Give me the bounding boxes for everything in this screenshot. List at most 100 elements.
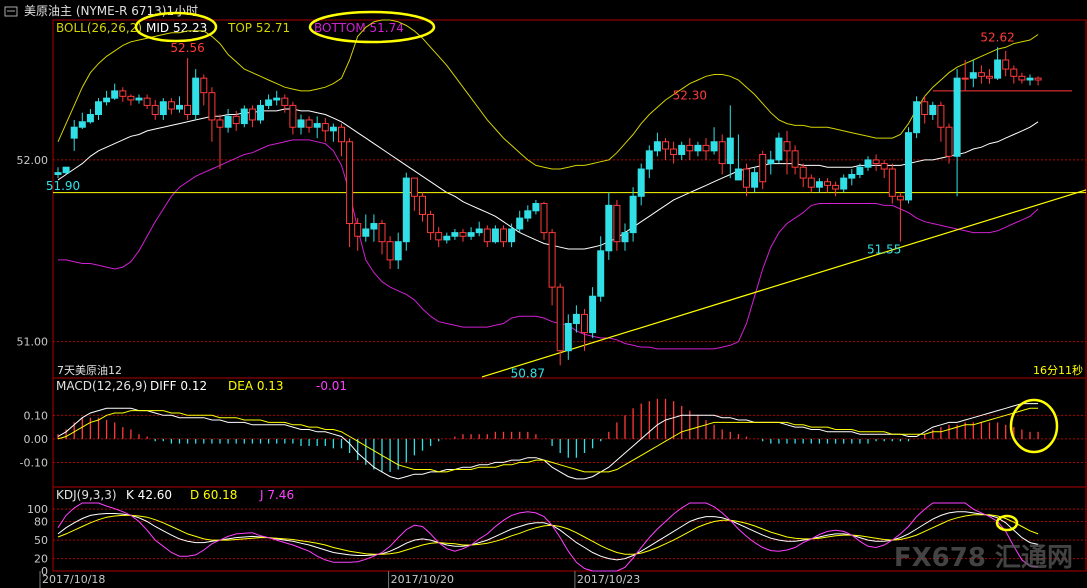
candle — [775, 132, 783, 164]
candle — [435, 227, 443, 248]
candle — [1026, 74, 1034, 86]
candle-body — [240, 108, 248, 125]
candle — [54, 167, 62, 179]
candle — [232, 110, 240, 131]
candle — [548, 228, 556, 306]
candle-body — [1018, 75, 1026, 81]
footer-contract: 7天美原油12 — [57, 363, 122, 377]
candle-body — [791, 150, 799, 168]
candle-body — [192, 77, 200, 115]
bollinger-bands — [57, 19, 1039, 350]
candle — [176, 96, 183, 113]
candle-body — [119, 90, 127, 97]
candle-body — [394, 241, 402, 261]
candle-body — [670, 148, 678, 155]
boll-top-line — [57, 19, 1039, 170]
candle — [305, 116, 313, 133]
candle — [524, 205, 532, 222]
candle-body — [86, 113, 94, 123]
candle — [419, 192, 426, 222]
candle — [313, 116, 321, 139]
highlight-kdj-cross — [995, 514, 1019, 532]
candle-body — [581, 313, 588, 334]
candle — [500, 225, 507, 248]
candle-body — [1002, 59, 1010, 70]
candle — [540, 201, 548, 240]
candle — [662, 138, 669, 160]
candle-body — [888, 168, 896, 197]
candle-body — [321, 123, 329, 132]
candle — [532, 199, 540, 215]
candle-body — [338, 126, 345, 143]
candle-body — [961, 77, 969, 80]
kdj-k-value: K 42.60 — [126, 488, 172, 502]
candle-body — [103, 97, 111, 103]
boll-mid-line — [57, 108, 1039, 250]
kdj-lines — [57, 502, 1039, 572]
candle — [726, 105, 734, 179]
price-annotation: 51.55 — [867, 243, 901, 257]
candle-body — [743, 168, 750, 188]
candle — [508, 223, 516, 248]
candle — [265, 94, 273, 110]
price-annotation: 51.90 — [46, 179, 80, 193]
candle-body — [767, 159, 775, 165]
candle — [945, 123, 953, 164]
candle-body — [953, 77, 961, 157]
candle — [840, 174, 848, 193]
kdj-label: KDJ(9,3,3) — [56, 488, 117, 502]
candle — [653, 132, 661, 157]
macd-dea-line — [57, 407, 1039, 473]
candle-body — [662, 141, 669, 150]
candle-body — [856, 166, 864, 175]
candle — [767, 150, 775, 175]
candle-body — [921, 101, 929, 115]
candle — [86, 109, 94, 124]
candle-body — [483, 228, 491, 243]
candle-body — [564, 322, 572, 352]
candle — [386, 236, 394, 269]
candle — [427, 210, 435, 240]
candle — [799, 163, 807, 188]
date-label: 2017/10/23 — [577, 573, 640, 586]
candle — [338, 123, 345, 157]
candle-body — [945, 126, 953, 157]
price-annotation: 52.30 — [673, 88, 707, 102]
candle — [872, 154, 880, 171]
candle-body — [986, 75, 993, 79]
candle-body — [597, 250, 605, 297]
trendline — [481, 189, 1087, 378]
candle-body — [297, 119, 305, 128]
candle-body — [143, 97, 151, 106]
candle — [961, 59, 969, 91]
boll-mid-value: MID 52.23 — [146, 21, 207, 35]
highlight-macd-cross — [1009, 398, 1059, 454]
kdj-tick-label: 100 — [27, 503, 48, 516]
candle — [905, 127, 912, 204]
candle-body — [1026, 77, 1034, 81]
candle-body — [896, 195, 904, 201]
candle — [572, 305, 580, 333]
macd-tick-label: -0.10 — [20, 456, 48, 469]
candle — [516, 210, 524, 233]
candle-body — [605, 204, 613, 252]
candle-body — [864, 159, 872, 168]
candle — [127, 94, 135, 106]
candle-body — [548, 232, 556, 288]
candle-body — [872, 159, 880, 165]
candle — [621, 223, 629, 251]
candle — [734, 134, 742, 181]
candle — [783, 130, 791, 175]
window-icon[interactable] — [4, 6, 18, 17]
kdj-d-value: D 60.18 — [190, 488, 237, 502]
candle-body — [832, 184, 840, 190]
candle — [410, 177, 418, 211]
candle-body — [313, 123, 321, 128]
candle-body — [78, 121, 86, 128]
candle-body — [257, 104, 264, 121]
candle — [686, 138, 694, 160]
candle — [151, 99, 159, 120]
candle-body — [305, 119, 313, 128]
